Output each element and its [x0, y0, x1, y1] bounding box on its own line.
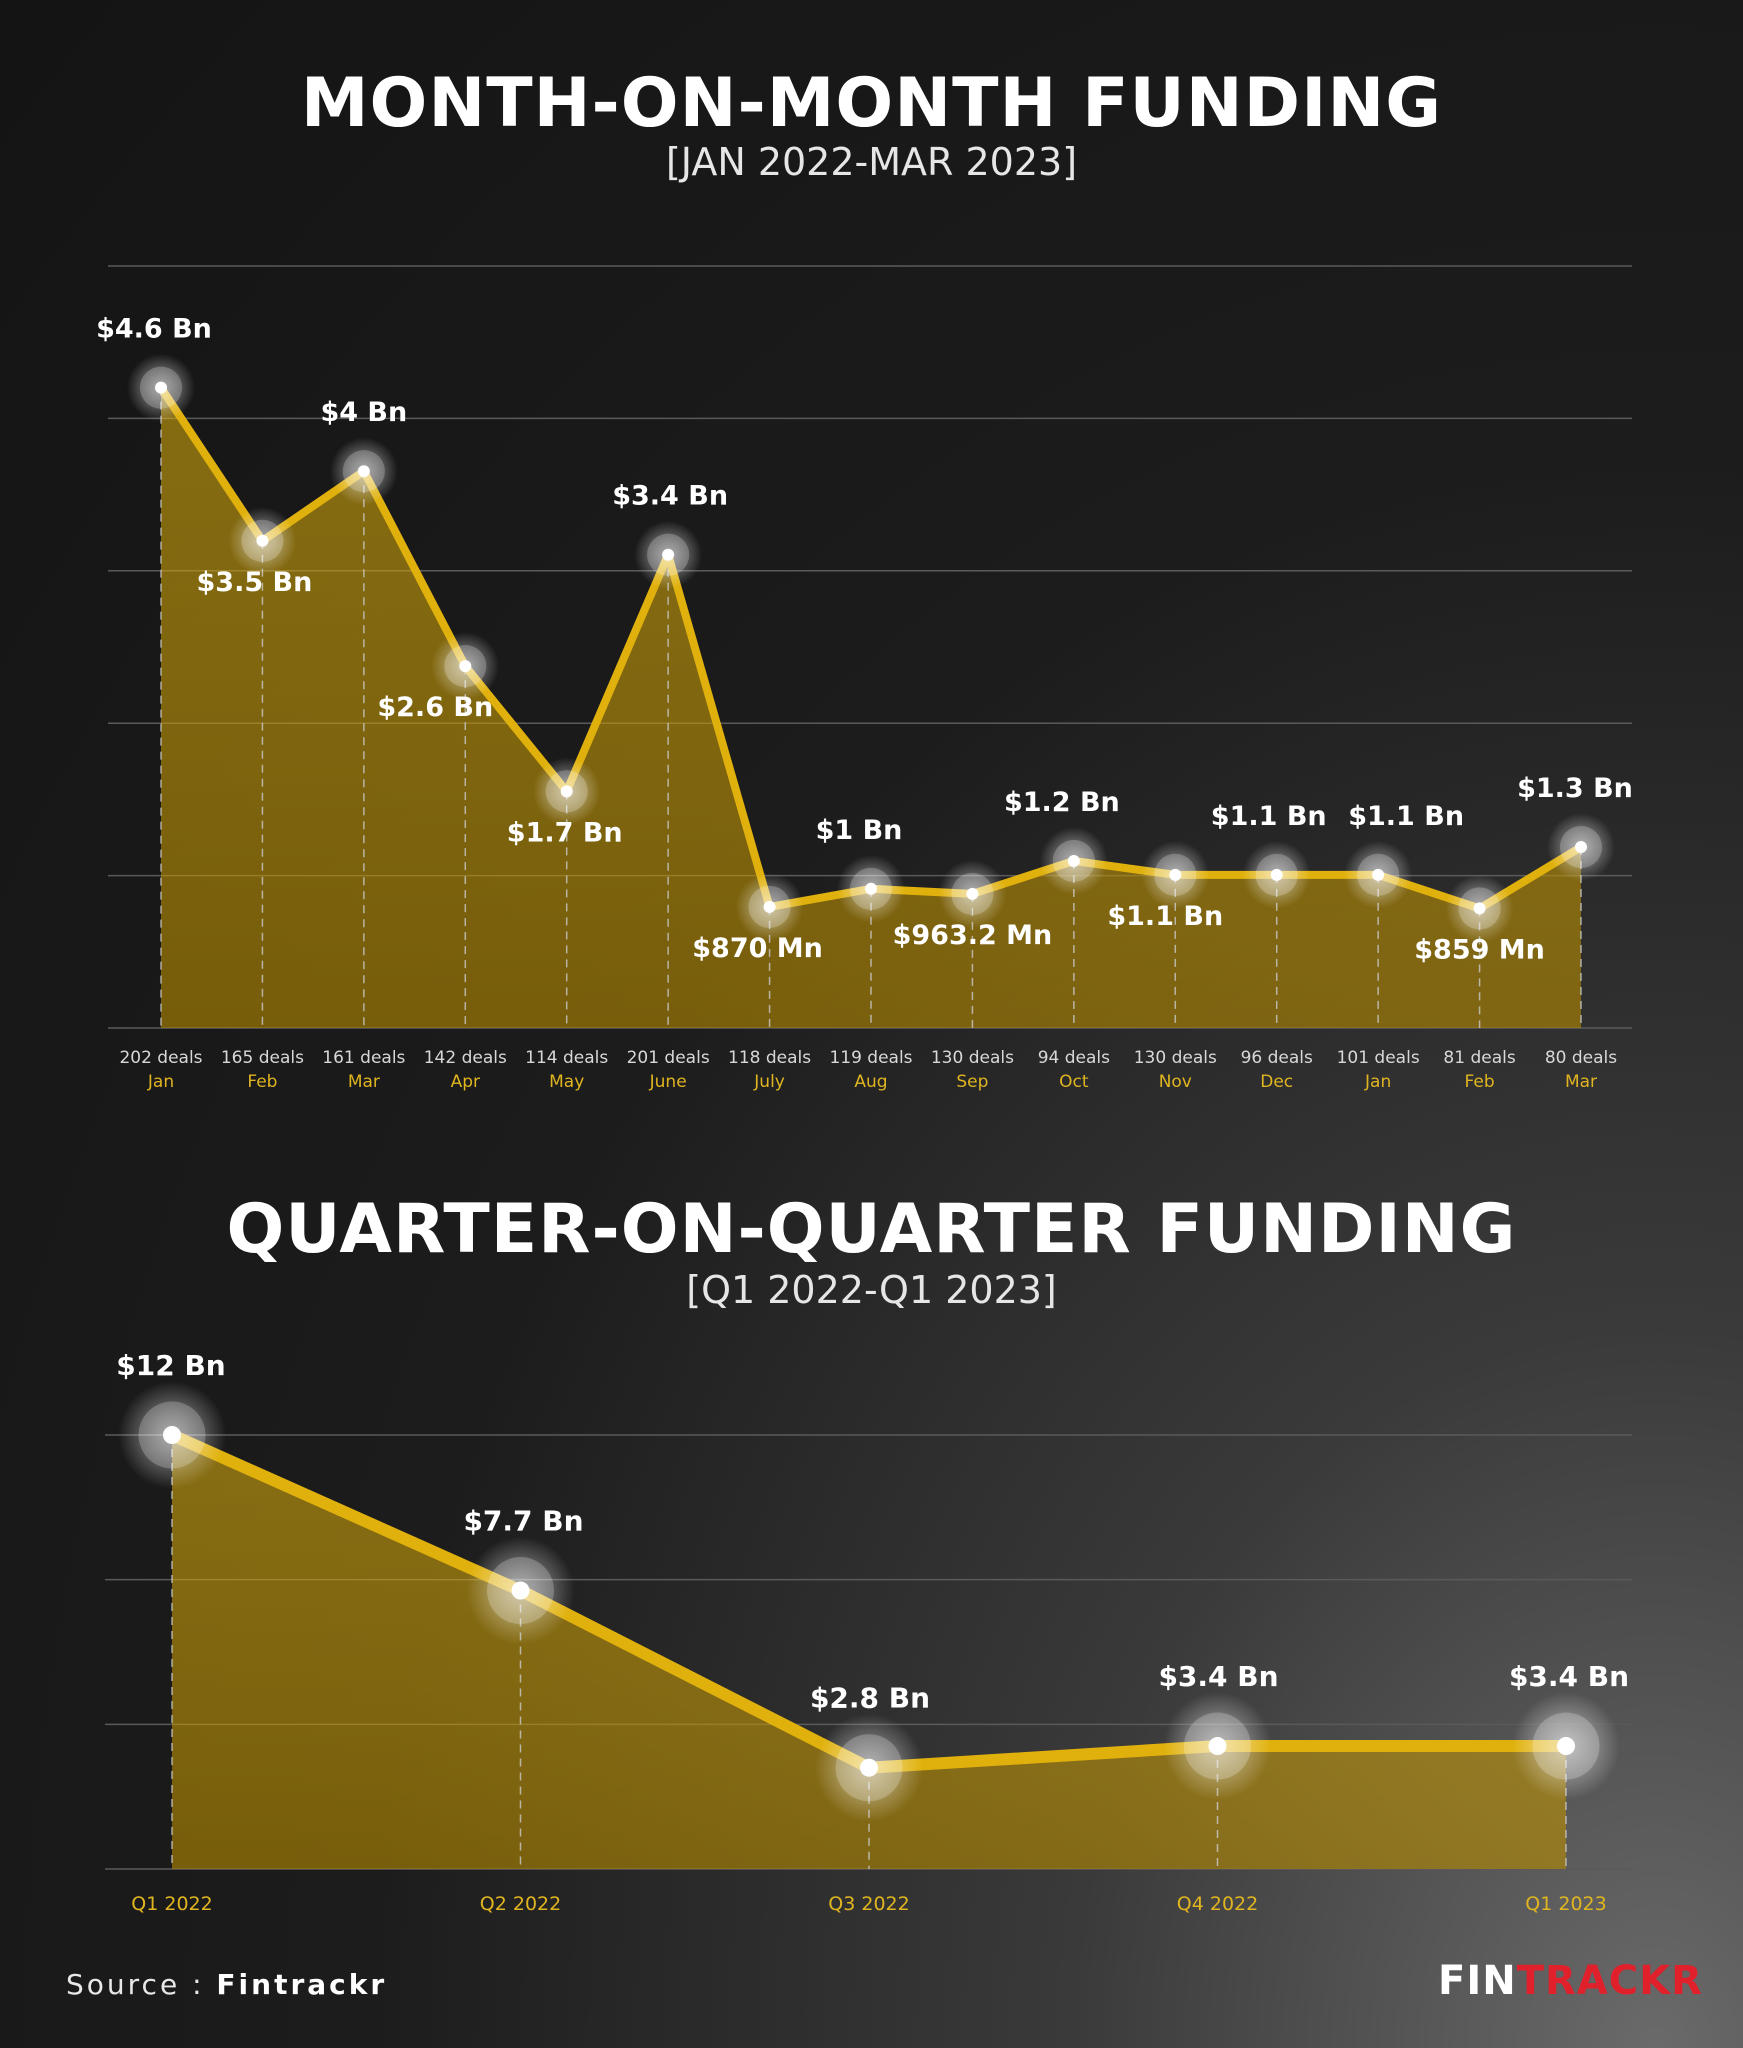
x-tick-label: Mar [1565, 1072, 1597, 1092]
chart-subtitle-quarterly: [Q1 2022-Q1 2023] [686, 1268, 1057, 1312]
value-label: $1.1 Bn [1211, 801, 1327, 832]
deal-count-label: 165 deals [221, 1048, 304, 1068]
x-tick-label: Nov [1159, 1072, 1192, 1092]
value-label: $4.6 Bn [96, 314, 212, 345]
deal-count-label: 114 deals [525, 1048, 608, 1068]
value-label: $1.1 Bn [1348, 801, 1464, 832]
data-point [127, 353, 195, 422]
source-prefix: Source : [66, 1968, 217, 2001]
deal-count-label: 119 deals [829, 1048, 912, 1068]
data-point [634, 520, 703, 589]
value-label: $3.4 Bn [1158, 1660, 1278, 1693]
logo-part1: FIN [1438, 1958, 1517, 2004]
x-tick-label: Q4 2022 [1177, 1893, 1258, 1915]
series-area [172, 1435, 1566, 1869]
value-label: $4 Bn [320, 397, 407, 428]
x-tick-label: Jan [147, 1072, 174, 1092]
data-point [329, 437, 398, 506]
data-point [938, 859, 1007, 928]
value-label: $859 Mn [1414, 934, 1545, 965]
logo-part2: TRACKR [1516, 1958, 1703, 2004]
source-note: Source : Fintrackr [66, 1968, 387, 2001]
x-tick-label: Feb [1465, 1072, 1495, 1092]
deal-count-label: 201 deals [627, 1048, 710, 1068]
data-point [1163, 1692, 1272, 1801]
value-label: $1.1 Bn [1107, 901, 1223, 932]
chart-subtitle-monthly: [JAN 2022-MAR 2023] [665, 140, 1078, 184]
x-tick-label: Q3 2022 [828, 1893, 909, 1915]
x-tick-label: Mar [348, 1072, 380, 1092]
deal-count-label: 94 deals [1038, 1048, 1110, 1068]
data-point [1141, 840, 1210, 909]
data-point [1547, 813, 1615, 882]
value-label: $7.7 Bn [463, 1505, 583, 1538]
deal-count-label: 118 deals [728, 1048, 811, 1068]
value-label: $1.2 Bn [1004, 787, 1120, 818]
value-label: $2.8 Bn [810, 1682, 930, 1715]
x-tick-label: Oct [1059, 1072, 1089, 1092]
data-point [466, 1536, 575, 1645]
value-label: $3.4 Bn [1509, 1660, 1629, 1693]
deal-count-label: 130 deals [931, 1048, 1014, 1068]
value-label: $1.3 Bn [1517, 773, 1633, 804]
series-area [161, 387, 1581, 1028]
x-tick-label: June [649, 1072, 687, 1092]
x-tick-label: Q1 2023 [1525, 1893, 1606, 1915]
data-point [837, 854, 905, 923]
data-point [532, 757, 601, 826]
fintrackr-logo: FINTRACKR [1438, 1958, 1703, 2004]
source-name: Fintrackr [216, 1968, 388, 2001]
value-label: $3.5 Bn [197, 567, 313, 598]
data-point [1039, 826, 1108, 895]
x-tick-label: Sep [956, 1072, 988, 1092]
value-label: $12 Bn [116, 1349, 225, 1382]
data-point [1242, 840, 1311, 909]
deal-count-label: 130 deals [1134, 1048, 1217, 1068]
series-line [169, 1429, 1566, 1774]
x-tick-label: July [753, 1072, 785, 1092]
deal-count-label: 81 deals [1443, 1048, 1515, 1068]
chart-title-quarterly: QUARTER-ON-QUARTER FUNDING [226, 1190, 1517, 1269]
value-label: $2.6 Bn [377, 692, 493, 723]
data-point [228, 506, 297, 575]
x-tick-label: Dec [1260, 1072, 1293, 1092]
x-tick-label: Aug [854, 1072, 887, 1092]
data-point [1445, 874, 1514, 943]
deal-count-label: 80 deals [1545, 1048, 1617, 1068]
deal-count-label: 101 deals [1337, 1048, 1420, 1068]
data-point [815, 1713, 923, 1822]
data-point [431, 632, 500, 701]
value-label: $870 Mn [692, 933, 823, 964]
x-tick-label: Feb [247, 1072, 277, 1092]
value-label: $3.4 Bn [612, 481, 728, 512]
chart-title-monthly: MONTH-ON-MONTH FUNDING [300, 64, 1443, 143]
deal-count-label: 202 deals [119, 1048, 202, 1068]
value-label: $1 Bn [816, 815, 903, 846]
x-tick-label: Jan [1364, 1072, 1391, 1092]
x-tick-label: Q2 2022 [480, 1893, 561, 1915]
value-label: $1.7 Bn [507, 817, 623, 848]
data-point [1512, 1692, 1620, 1801]
deal-count-label: 161 deals [322, 1048, 405, 1068]
deal-count-label: 142 deals [424, 1048, 507, 1068]
x-tick-label: Q1 2022 [131, 1893, 212, 1915]
deal-count-label: 96 deals [1241, 1048, 1313, 1068]
data-point [118, 1381, 226, 1489]
monthly-funding-chart: $4.6 Bn $3.5 Bn $4 Bn $2.6 Bn $1.7 Bn $3.4 Bn… [96, 265, 1633, 1092]
data-point [735, 872, 804, 941]
x-tick-label: Apr [451, 1072, 480, 1092]
value-label: $963.2 Mn [893, 920, 1053, 951]
x-tick-label: May [549, 1072, 584, 1092]
data-point [1344, 840, 1413, 909]
